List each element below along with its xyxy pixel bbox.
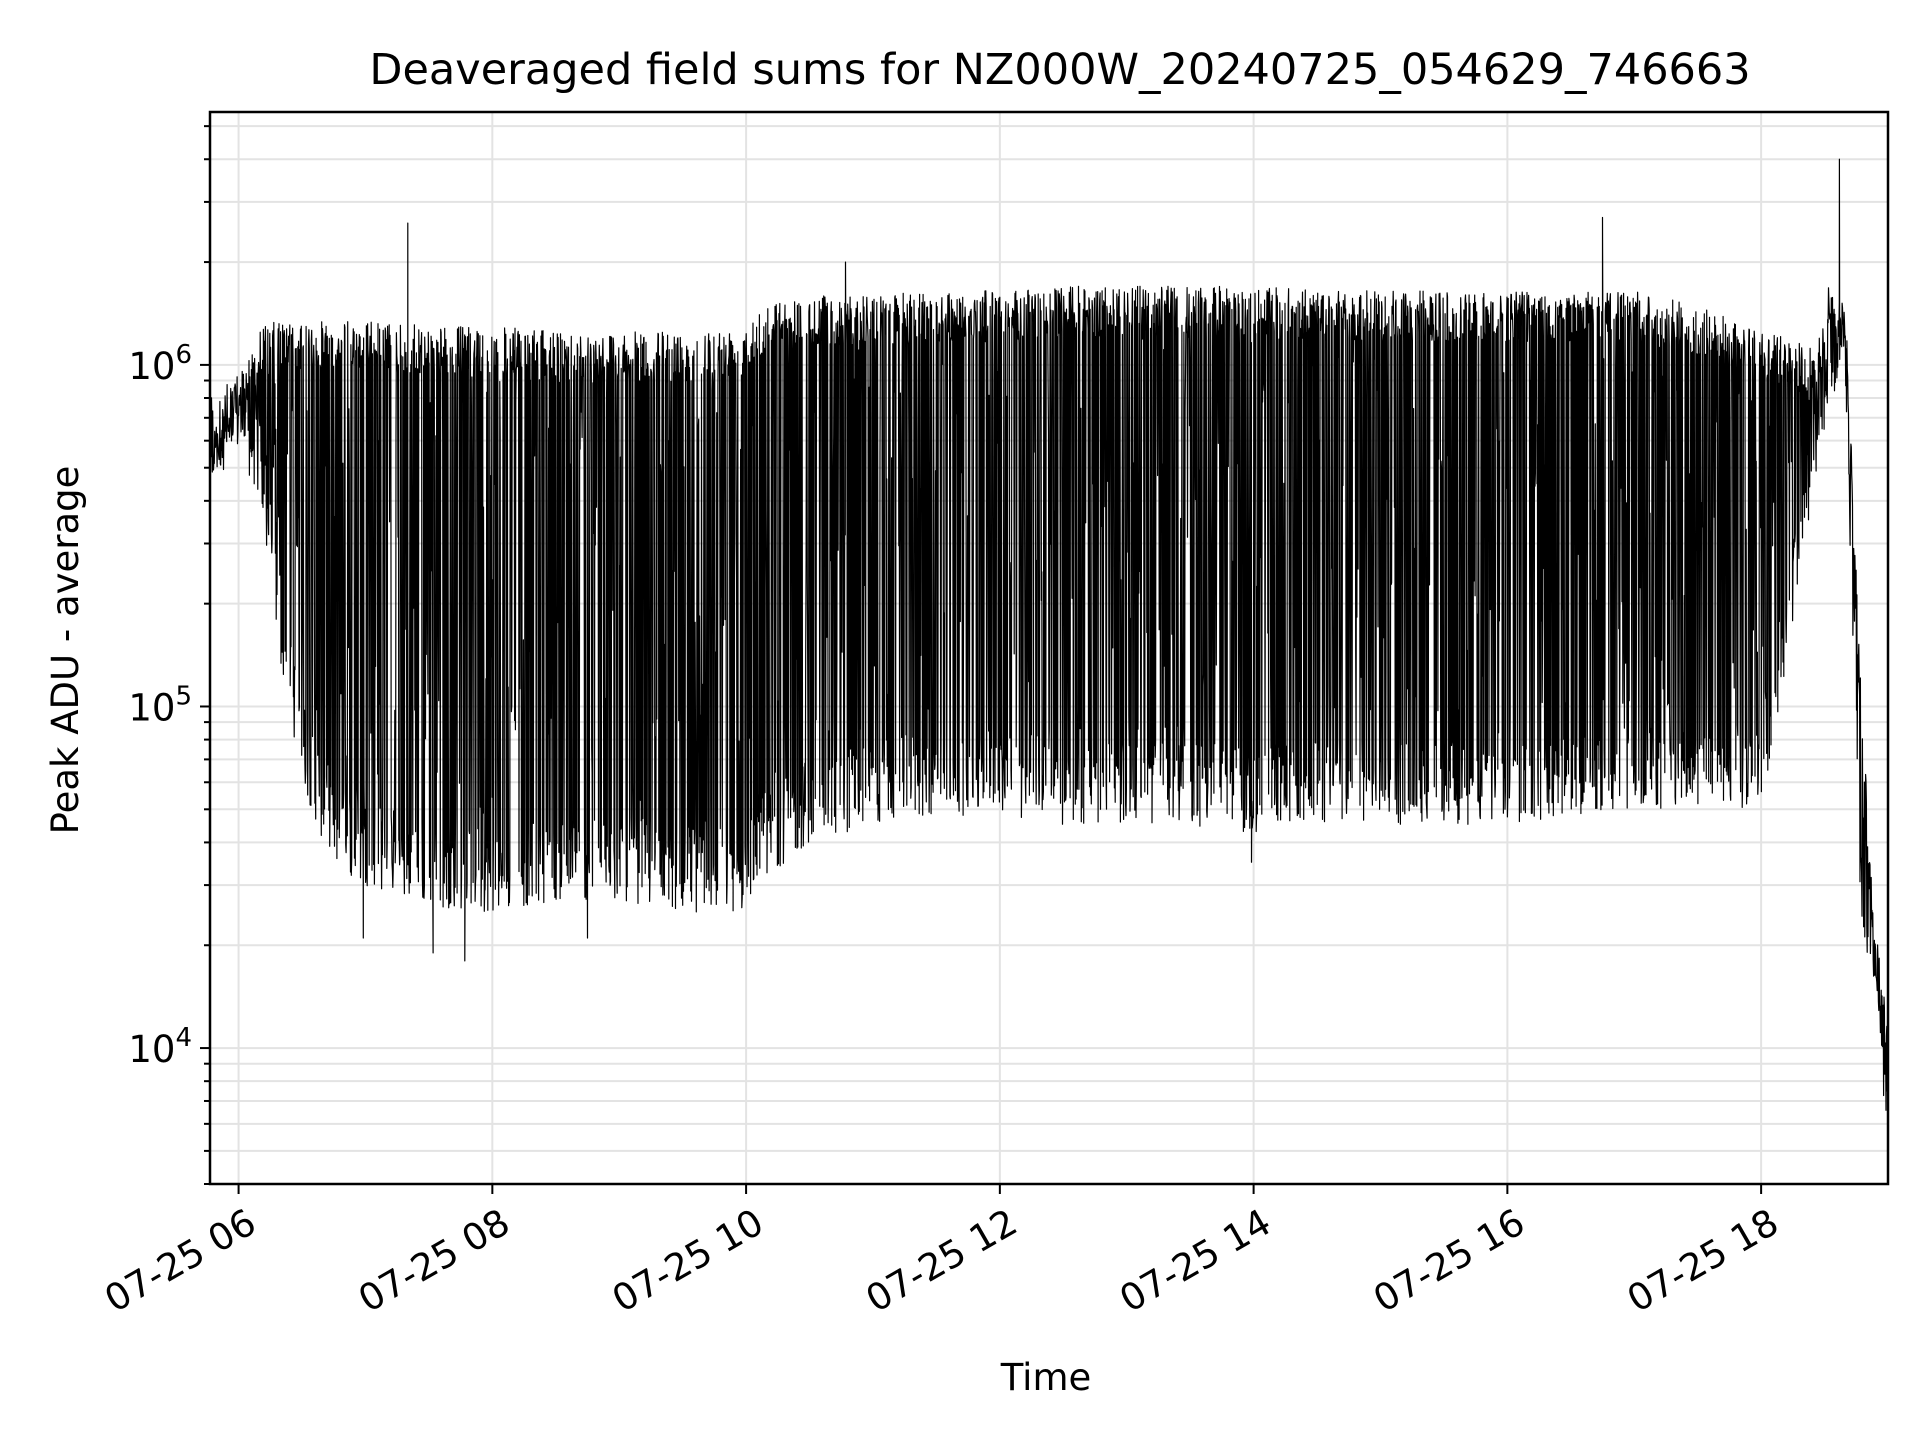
- x-tick-label: 07-25 12: [859, 1201, 1025, 1321]
- plot-frame: [208, 110, 1890, 1186]
- plot-area: [210, 158, 1889, 1123]
- x-tick-label: 07-25 08: [351, 1201, 517, 1321]
- y-axis: 104 105 106: [128, 125, 210, 1185]
- y-tick-label: 105: [128, 681, 192, 729]
- x-tick-label: 07-25 16: [1366, 1201, 1532, 1321]
- x-tick-label: 07-25 10: [605, 1201, 771, 1321]
- x-tick-label: 07-25 14: [1113, 1201, 1279, 1321]
- y-tick-label: 104: [128, 1023, 192, 1071]
- chart-title: Deaveraged field sums for NZ000W_2024072…: [369, 45, 1750, 95]
- y-tick-label: 106: [128, 340, 192, 388]
- x-axis: 07-25 06 07-25 08 07-25 10 07-25 12 07-25 14…: [98, 1184, 1786, 1321]
- y-axis-label: Peak ADU - average: [44, 466, 87, 835]
- x-tick-label: 07-25 18: [1620, 1201, 1786, 1321]
- x-tick-label: 07-25 06: [98, 1201, 264, 1321]
- x-axis-label: Time: [1000, 1356, 1092, 1399]
- data-series-line: [210, 158, 1889, 1123]
